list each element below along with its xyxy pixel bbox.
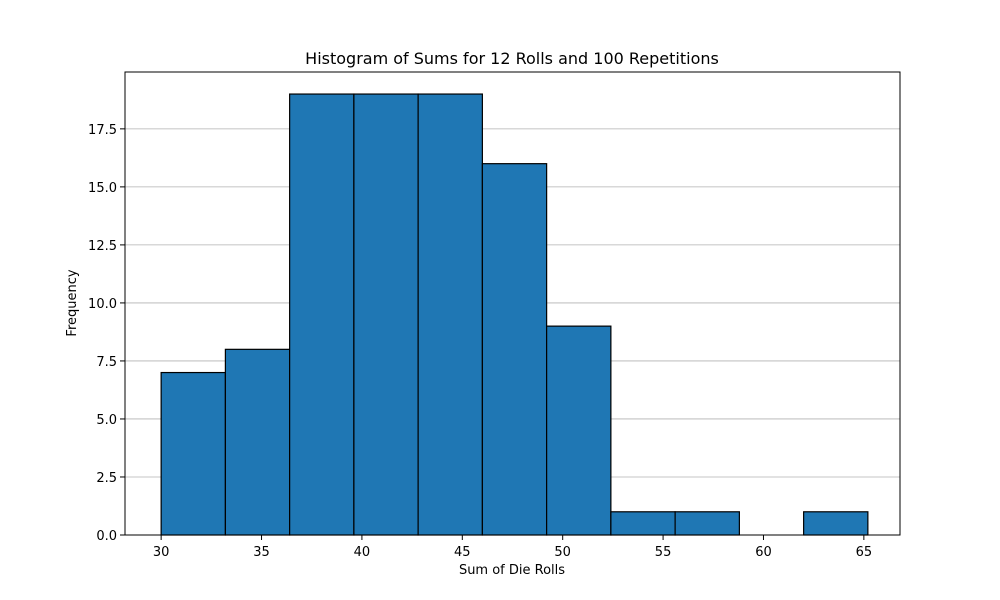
x-tick-label-1: 35 [253,545,270,560]
chart-title: Histogram of Sums for 12 Rolls and 100 R… [305,49,719,68]
x-tick-label-3: 45 [454,545,471,560]
bars [160,93,869,536]
y-tick-label-7: 17.5 [88,123,117,138]
y-tick-label-2: 5.0 [96,413,117,428]
x-tick-label-4: 50 [554,545,571,560]
x-axis-label: Sum of Die Rolls [459,563,565,578]
plot-frame [124,71,901,536]
y-axis-ticks: 0.0 2.5 5.0 7.5 10.0 12.5 15.0 17.5 [88,123,125,544]
y-tick-label-1: 2.5 [96,471,117,486]
y-axis-label: Frequency [65,269,80,336]
y-tick-label-6: 15.0 [88,181,117,196]
histogram-bar-3 [353,93,419,536]
histogram-bar-1 [224,348,291,536]
x-tick-label-7: 65 [856,545,873,560]
y-tick-label-0: 0.0 [96,529,117,544]
y-tick-label-4: 10.0 [88,297,117,312]
histogram-bar-10 [803,511,869,536]
x-tick-label-5: 55 [655,545,672,560]
histogram-bar-5 [481,163,548,536]
x-tick-label-0: 30 [153,545,170,560]
x-tick-label-2: 40 [354,545,371,560]
histogram-bar-6 [546,325,612,536]
x-tick-label-6: 60 [755,545,772,560]
y-tick-label-3: 7.5 [96,355,117,370]
histogram-bar-0 [160,371,226,536]
histogram-bar-7 [610,511,676,536]
histogram-bar-2 [289,93,355,536]
histogram-bar-8 [674,511,740,536]
x-axis-ticks: 30 35 40 45 50 55 60 65 [153,535,872,560]
histogram-bar-4 [417,93,483,536]
y-tick-label-5: 12.5 [88,239,117,254]
